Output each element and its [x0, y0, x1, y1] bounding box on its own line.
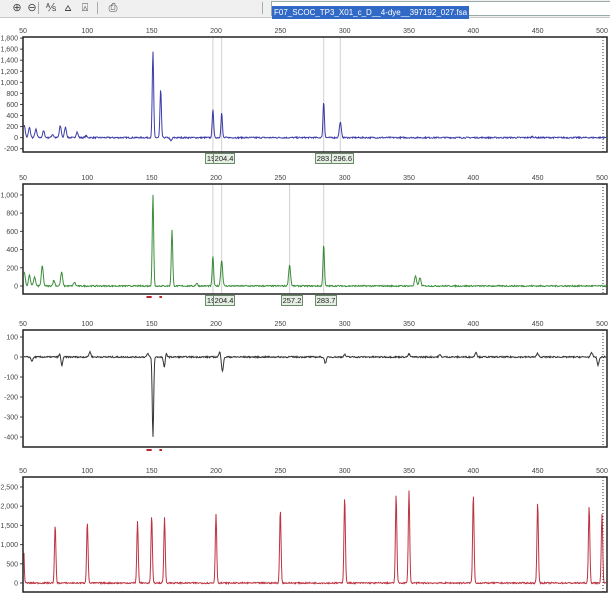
- signal-trace: [23, 194, 607, 288]
- x-tick-label: 450: [532, 468, 544, 475]
- signal-trace: [23, 51, 607, 142]
- y-tick-label: 200: [6, 265, 18, 272]
- plot-frame: [22, 36, 608, 153]
- peak-size-label[interactable]: 296.6: [331, 153, 355, 164]
- y-tick-label: 2,000: [0, 504, 18, 511]
- y-tick-label: 1,400: [0, 58, 18, 65]
- plot-frame: [22, 476, 608, 593]
- select-peak-icon[interactable]: ⅍: [45, 2, 57, 14]
- x-tick-label: 100: [81, 28, 93, 35]
- x-tick-label: 100: [81, 175, 93, 182]
- toolbar: F07_SCOC_TP3_X01_c_D__4-dye__397192_027.…: [0, 0, 610, 19]
- peak-size-label[interactable]: 257.2: [280, 295, 304, 306]
- x-tick-label: 350: [403, 175, 415, 182]
- y-tick-label: 1,200: [0, 69, 18, 76]
- y-tick-label: 1,000: [0, 542, 18, 549]
- y-tick-label: 800: [6, 91, 18, 98]
- toolbar-separator: [262, 2, 263, 14]
- x-tick-label: 200: [210, 175, 222, 182]
- x-tick-label: 100: [81, 468, 93, 475]
- y-tick-label: 1,800: [0, 36, 18, 43]
- x-tick-label: 150: [146, 28, 158, 35]
- file-name-field[interactable]: F07_SCOC_TP3_X01_c_D__4-dye__397192_027.…: [271, 1, 610, 19]
- x-tick-label: 150: [146, 468, 158, 475]
- x-tick-label: 200: [210, 468, 222, 475]
- y-tick-label: 1,600: [0, 47, 18, 54]
- x-tick-label: 350: [403, 468, 415, 475]
- y-tick-label: -200: [4, 146, 18, 153]
- x-tick-label: 300: [339, 468, 351, 475]
- x-tick-label: 450: [532, 175, 544, 182]
- x-tick-label: 250: [274, 175, 286, 182]
- y-tick-label: 400: [6, 113, 18, 120]
- y-tick-label: 0: [14, 283, 18, 290]
- peak-size-label[interactable]: 283.7: [314, 295, 338, 306]
- x-tick-label: 300: [339, 321, 351, 328]
- x-tick-label: 450: [532, 321, 544, 328]
- x-tick-label: 300: [339, 175, 351, 182]
- zoom-in-icon[interactable]: ⊕: [12, 2, 22, 14]
- y-tick-label: 1,000: [0, 80, 18, 87]
- show-labels-icon[interactable]: ⍓: [81, 2, 89, 14]
- peak-size-label[interactable]: 204.4: [212, 153, 236, 164]
- x-tick-label: 250: [274, 468, 286, 475]
- x-tick-label: 500: [596, 28, 608, 35]
- x-tick-label: 500: [596, 175, 608, 182]
- x-tick-label: 500: [596, 321, 608, 328]
- zoom-out-icon[interactable]: ⊖: [27, 2, 37, 14]
- print-icon[interactable]: ⎙: [108, 2, 118, 14]
- y-tick-label: 400: [6, 247, 18, 254]
- x-tick-label: 50: [19, 321, 27, 328]
- x-tick-label: 50: [19, 28, 27, 35]
- y-tick-label: 800: [6, 211, 18, 218]
- signal-trace: [23, 490, 607, 586]
- y-tick-label: 200: [6, 124, 18, 131]
- x-tick-label: 500: [596, 468, 608, 475]
- x-tick-label: 300: [339, 28, 351, 35]
- x-tick-label: 400: [467, 321, 479, 328]
- y-tick-label: 600: [6, 102, 18, 109]
- y-tick-label: 0: [14, 135, 18, 142]
- signal-trace: [23, 350, 607, 437]
- x-tick-label: 400: [467, 175, 479, 182]
- x-tick-label: 400: [467, 28, 479, 35]
- x-tick-label: 250: [274, 321, 286, 328]
- x-tick-label: 350: [403, 321, 415, 328]
- x-tick-label: 50: [19, 175, 27, 182]
- x-tick-label: 100: [81, 321, 93, 328]
- toolbar-separator: [97, 2, 98, 14]
- peak-size-label[interactable]: 204.4: [212, 295, 236, 306]
- y-tick-label: 0: [14, 581, 18, 588]
- y-tick-label: 1,500: [0, 523, 18, 530]
- y-tick-label: 0: [14, 355, 18, 362]
- x-tick-label: 150: [146, 321, 158, 328]
- x-tick-label: 200: [210, 321, 222, 328]
- show-peaks-icon[interactable]: ⩟: [64, 2, 72, 14]
- file-name: F07_SCOC_TP3_X01_c_D__4-dye__397192_027.…: [272, 6, 470, 19]
- x-tick-label: 200: [210, 28, 222, 35]
- x-tick-label: 450: [532, 28, 544, 35]
- y-tick-label: -200: [4, 395, 18, 402]
- x-tick-label: 350: [403, 28, 415, 35]
- x-tick-label: 400: [467, 468, 479, 475]
- toolbar-separator: [38, 2, 39, 14]
- x-tick-label: 50: [19, 468, 27, 475]
- y-tick-label: -100: [4, 375, 18, 382]
- y-tick-label: 1,000: [0, 192, 18, 199]
- x-tick-label: 150: [146, 175, 158, 182]
- y-tick-label: 600: [6, 229, 18, 236]
- plot-frame: [22, 183, 608, 295]
- plot-frame: [22, 329, 608, 448]
- x-tick-label: 250: [274, 28, 286, 35]
- y-tick-label: 500: [6, 561, 18, 568]
- y-tick-label: 2,500: [0, 484, 18, 491]
- y-tick-label: 100: [6, 335, 18, 342]
- y-tick-label: -300: [4, 415, 18, 422]
- y-tick-label: -400: [4, 435, 18, 442]
